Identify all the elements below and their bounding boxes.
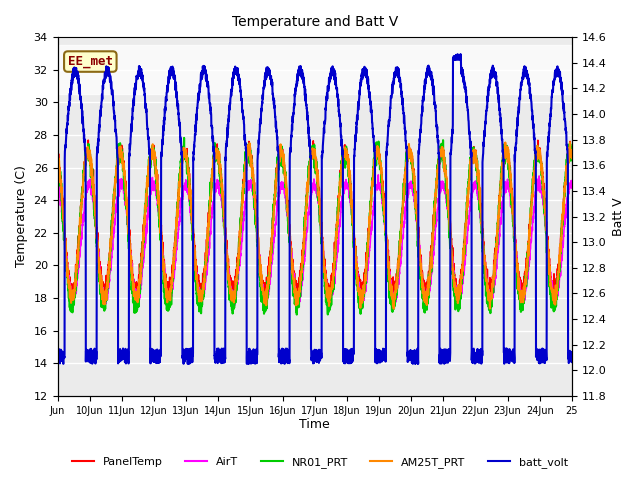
Text: EE_met: EE_met: [68, 55, 113, 68]
Bar: [58, 45, 572, 94]
Title: Temperature and Batt V: Temperature and Batt V: [232, 15, 398, 29]
Legend: PanelTemp, AirT, NR01_PRT, AM25T_PRT, batt_volt: PanelTemp, AirT, NR01_PRT, AM25T_PRT, ba…: [68, 452, 572, 472]
X-axis label: Time: Time: [300, 419, 330, 432]
Y-axis label: Temperature (C): Temperature (C): [15, 166, 28, 267]
Y-axis label: Batt V: Batt V: [612, 197, 625, 236]
